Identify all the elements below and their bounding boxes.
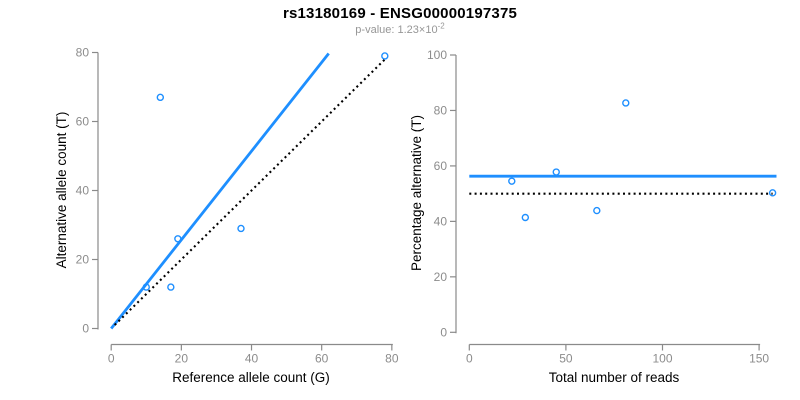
left-x-axis-title: Reference allele count (G) <box>172 370 330 385</box>
p-value-exponent: -2 <box>437 21 445 31</box>
data-point <box>142 283 150 291</box>
data-point <box>174 235 182 243</box>
regression-line <box>110 52 330 330</box>
left-y-axis-title: Alternative allele count (T) <box>54 112 69 269</box>
figure-title: rs13180169 - ENSG00000197375 <box>282 5 518 22</box>
left-scatter-plot: 0 20 40 60 80 0 20 40 60 80 <box>76 46 399 366</box>
data-point <box>768 189 777 197</box>
y-tick-label: 0 <box>82 322 89 336</box>
y-tick-label: 40 <box>76 184 90 198</box>
y-tick-label: 40 <box>434 214 448 228</box>
data-point <box>167 283 175 291</box>
x-tick-label: 100 <box>652 352 672 366</box>
x-tick-label: 0 <box>108 352 115 366</box>
x-tick-label: 80 <box>385 352 399 366</box>
data-point <box>593 206 601 215</box>
data-point <box>508 177 516 185</box>
x-tick-label: 150 <box>749 352 769 366</box>
x-tick-label: 60 <box>315 352 329 366</box>
y-tick-label: 100 <box>427 48 447 62</box>
data-point <box>381 52 389 60</box>
x-tick-label: 0 <box>466 352 473 366</box>
right-scatter-plot: 0 20 40 60 80 100 0 50 100 150 <box>427 48 777 366</box>
x-tick-label: 20 <box>175 352 189 366</box>
figure-subtitle: p-value: 1.23×10-2 <box>0 21 800 36</box>
right-y-axis-title: Percentage alternative (T) <box>409 115 424 271</box>
p-value-text: p-value: 1.23×10 <box>355 24 438 36</box>
data-point <box>521 213 530 222</box>
y-tick-label: 60 <box>434 159 448 173</box>
x-tick-label: 40 <box>245 352 259 366</box>
y-tick-label: 60 <box>76 115 90 129</box>
data-point <box>622 99 630 107</box>
y-tick-label: 20 <box>76 253 90 267</box>
y-tick-label: 20 <box>434 270 448 284</box>
data-point <box>552 168 560 176</box>
identity-line <box>113 56 388 326</box>
x-tick-label: 50 <box>559 352 573 366</box>
data-point <box>237 224 245 233</box>
y-tick-label: 80 <box>76 46 90 60</box>
right-x-axis-title: Total number of reads <box>549 370 680 385</box>
data-point <box>156 93 165 102</box>
y-tick-label: 0 <box>440 325 447 339</box>
y-tick-label: 80 <box>434 103 448 117</box>
